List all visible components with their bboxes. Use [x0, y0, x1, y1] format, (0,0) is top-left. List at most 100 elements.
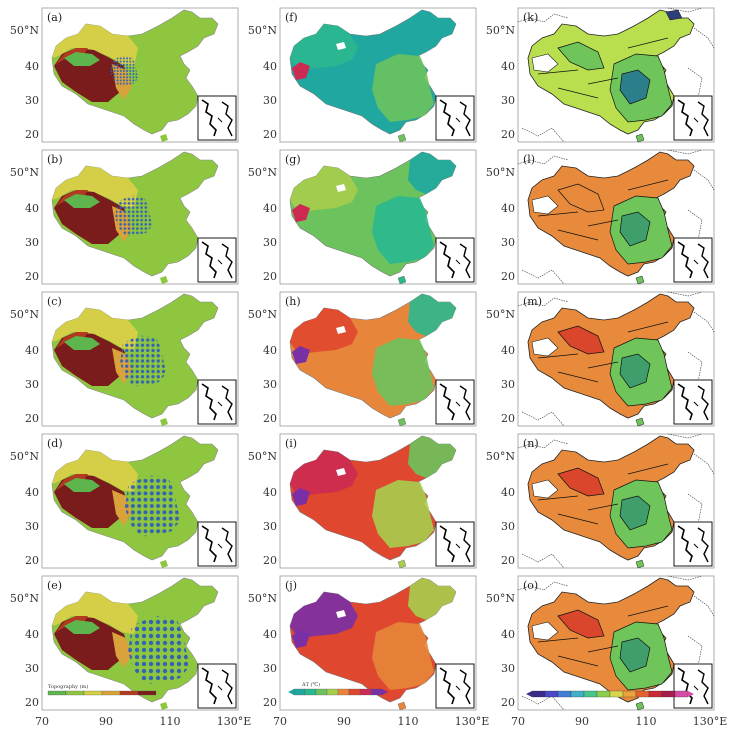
panel-label: (m) [523, 295, 542, 308]
lon-tick-label: 130°E [217, 715, 252, 728]
south-china-sea-inset [197, 95, 237, 141]
temp-field-northeast [408, 294, 456, 336]
lat-tick-label: 50°N [248, 592, 277, 605]
missing-data-patch [336, 42, 346, 50]
tarim-basin [64, 336, 100, 350]
station-cluster [124, 475, 181, 537]
tarim-basin [64, 478, 100, 492]
neighbour-coastlines [517, 575, 715, 711]
highland-edge [56, 48, 88, 64]
temp-field-northeast [408, 152, 456, 194]
temp-field-hotspot [292, 204, 310, 222]
temp-field-east [372, 196, 434, 264]
missing-data-patch [531, 479, 559, 499]
south-china-sea-inset [435, 95, 475, 141]
missing-data-patch [531, 195, 559, 215]
hainan-island [397, 559, 407, 569]
lat-tick-label: 20 [263, 412, 277, 425]
contour-west [557, 325, 605, 355]
lat-tick-label: 50°N [486, 166, 515, 179]
hainan-island [160, 560, 168, 568]
lat-tick-label: 40 [25, 628, 39, 641]
panel-label: (l) [523, 153, 535, 166]
lat-tick-label: 40 [263, 486, 277, 499]
lat-tick-label: 30 [25, 378, 39, 391]
neighbour-coastlines [517, 7, 715, 143]
contour-lines [537, 179, 669, 241]
panel-label: (h) [285, 295, 301, 308]
panel-label: (i) [285, 437, 297, 450]
lat-tick-label: 50°N [248, 166, 277, 179]
lat-tick-label: 50°N [486, 592, 515, 605]
panel-label: (j) [285, 579, 297, 592]
contour-west [557, 467, 605, 497]
missing-data-patch [531, 53, 559, 73]
map-panel: Topography (m) (e) 50°N 40 30 20 [10, 575, 239, 711]
map-panel: (c) 50°N 40 30 20 [10, 291, 239, 427]
temp-field-east [372, 338, 434, 406]
lon-tick-label: 110 [160, 715, 181, 728]
lat-tick-label: 30 [263, 378, 277, 391]
neighbour-coastlines [517, 433, 715, 569]
contour-west [557, 609, 605, 639]
hainan-island [397, 417, 407, 427]
lon-tick-label: 90 [575, 715, 589, 728]
contour-west [557, 41, 605, 71]
temp-field-west [290, 24, 358, 70]
lat-tick-label: 50°N [10, 592, 39, 605]
lat-tick-label: 20 [501, 554, 515, 567]
lon-tick-label: 110 [636, 715, 657, 728]
lat-tick-label: 30 [25, 94, 39, 107]
panel-label: (g) [285, 153, 301, 166]
neighbour-coastlines [517, 149, 715, 285]
topography-colorbar-label: Topography (m) [48, 683, 88, 690]
lat-tick-label: 50°N [10, 450, 39, 463]
lat-tick-label: 40 [25, 344, 39, 357]
hainan-island [635, 275, 645, 285]
hainan-island [635, 559, 645, 569]
hainan-island [160, 276, 168, 284]
tarim-basin [64, 620, 100, 634]
lat-tick-label: 40 [501, 486, 515, 499]
south-china-sea-inset [197, 237, 237, 283]
lon-tick-label: 70 [511, 715, 525, 728]
lat-tick-label: 50°N [486, 450, 515, 463]
station-cluster [128, 616, 190, 684]
hainan-island [635, 701, 645, 711]
lat-tick-label: 40 [501, 344, 515, 357]
lat-tick-label: 40 [263, 628, 277, 641]
south-china-sea-inset [673, 663, 713, 709]
neighbour-coastlines [517, 291, 715, 427]
highland-edge [56, 332, 88, 348]
lat-tick-label: 20 [25, 270, 39, 283]
lat-tick-label: 50°N [10, 24, 39, 37]
lat-tick-label: 50°N [248, 24, 277, 37]
temperature-colorbar-label: ΔT (℃) [302, 681, 320, 688]
lat-tick-label: 30 [263, 236, 277, 249]
map-panel: (o) 50°N 40 30 20 [486, 575, 715, 711]
lat-tick-label: 50°N [10, 166, 39, 179]
south-china-sea-inset [673, 95, 713, 141]
panel-label: (f) [285, 11, 298, 24]
panel-label: (o) [523, 579, 538, 592]
missing-data-patch [531, 337, 559, 357]
map-panel: (d) 50°N 40 30 20 [10, 433, 239, 569]
contour-lines [537, 605, 669, 667]
panel-label: (c) [47, 295, 62, 308]
contour-core [619, 353, 651, 389]
temp-field-northeast [408, 578, 456, 620]
south-china-sea-inset [435, 237, 475, 283]
highland-edge [56, 616, 88, 632]
contour-core [619, 637, 651, 673]
lat-tick-label: 40 [25, 202, 39, 215]
temperature-colorbar: ΔT (℃) [288, 681, 388, 696]
lat-tick-label: 30 [501, 378, 515, 391]
lat-tick-label: 30 [501, 662, 515, 675]
tarim-basin [64, 194, 100, 208]
hainan-island [160, 702, 168, 710]
lat-tick-label: 20 [263, 554, 277, 567]
lat-tick-label: 40 [263, 60, 277, 73]
station-cluster [115, 195, 153, 237]
temp-field-west [290, 308, 358, 354]
temp-field-west [290, 450, 358, 496]
